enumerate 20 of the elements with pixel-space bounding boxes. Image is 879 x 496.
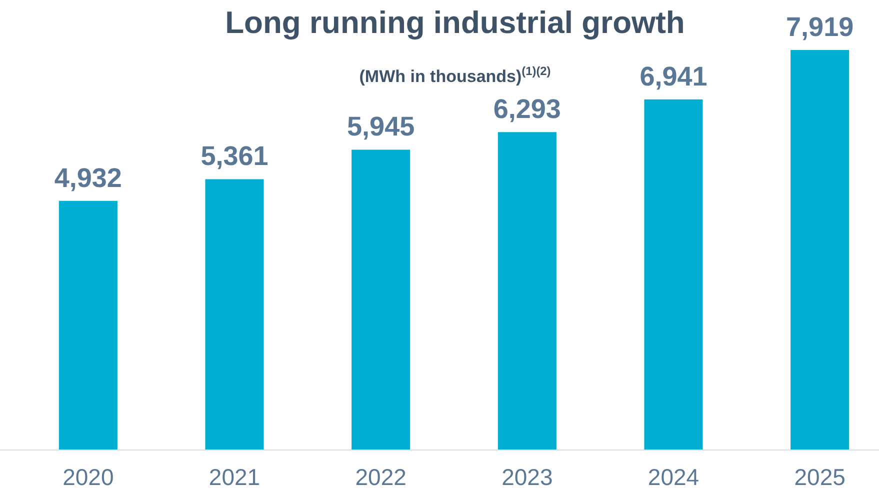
data-label: 4,932 — [54, 162, 122, 193]
bar — [205, 179, 264, 450]
data-label: 6,293 — [493, 94, 561, 124]
bar — [352, 150, 410, 450]
x-tick-label: 2021 — [208, 464, 260, 490]
data-label: 6,941 — [640, 61, 708, 92]
text: (MWh in thousands)$^{(1)(2)}$ — [359, 64, 551, 86]
x-tick-label: 2025 — [794, 464, 846, 490]
bar — [644, 99, 703, 450]
x-tick-label: 2024 — [648, 464, 700, 490]
bar — [498, 132, 556, 450]
data-label: 7,919 — [786, 12, 854, 42]
bar — [58, 200, 118, 450]
data-label: 5,361 — [200, 141, 268, 172]
chart-title: Long running industrial growth — [225, 5, 685, 40]
x-tick-label: 2020 — [62, 464, 114, 490]
x-tick-label: 2023 — [502, 464, 553, 490]
bar — [790, 50, 850, 450]
data-label: 5,945 — [347, 112, 415, 142]
x-tick-label: 2022 — [355, 464, 406, 490]
